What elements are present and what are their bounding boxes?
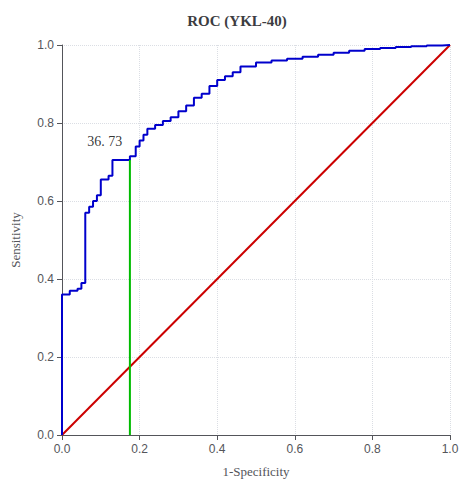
svg-text:1.0: 1.0 [442,442,459,456]
svg-text:0.6: 0.6 [37,194,54,208]
svg-text:0.4: 0.4 [209,442,226,456]
svg-text:1.0: 1.0 [37,38,54,52]
svg-text:0.0: 0.0 [54,442,71,456]
svg-text:0.2: 0.2 [37,350,54,364]
svg-text:0.6: 0.6 [286,442,303,456]
svg-text:1-Specificity: 1-Specificity [222,464,290,479]
svg-text:0.4: 0.4 [37,272,54,286]
svg-text:0.8: 0.8 [37,116,54,130]
svg-text:36. 73: 36. 73 [87,134,122,149]
svg-text:0.0: 0.0 [37,428,54,442]
svg-text:0.8: 0.8 [364,442,381,456]
svg-text:ROC (YKL-40): ROC (YKL-40) [187,13,287,30]
svg-text:Sensitivity: Sensitivity [8,212,23,268]
svg-text:0.2: 0.2 [131,442,148,456]
